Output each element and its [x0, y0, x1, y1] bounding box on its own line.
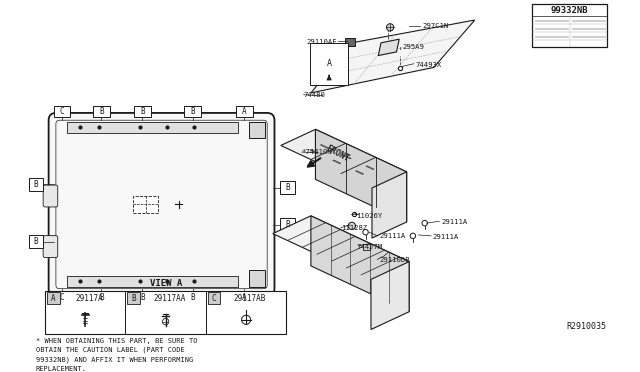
Polygon shape [366, 166, 374, 170]
Polygon shape [356, 171, 364, 174]
Text: B: B [190, 293, 195, 302]
Text: 744J7M: 744J7M [356, 244, 383, 250]
Text: A: A [242, 107, 247, 116]
Text: 295A9: 295A9 [402, 44, 424, 50]
Bar [54, 106, 70, 118]
Polygon shape [371, 262, 409, 330]
Text: B: B [285, 183, 289, 192]
Bar [93, 291, 109, 303]
Bar [47, 292, 60, 304]
Text: 74493X: 74493X [415, 62, 442, 68]
Text: B: B [99, 293, 104, 302]
Text: 11128Z: 11128Z [341, 225, 367, 231]
Bar [127, 292, 140, 304]
Bar [45, 291, 286, 334]
Bar [249, 122, 266, 138]
Circle shape [241, 315, 251, 324]
Text: A: A [51, 294, 56, 303]
Polygon shape [311, 20, 475, 93]
Bar [249, 270, 266, 287]
Bar [54, 291, 70, 303]
Circle shape [422, 220, 428, 226]
Text: A: A [326, 59, 332, 68]
Bar [29, 178, 43, 190]
Text: 29117A: 29117A [76, 294, 103, 303]
Circle shape [363, 230, 368, 235]
Text: 29117AA: 29117AA [154, 294, 186, 303]
Bar [208, 292, 220, 304]
Text: 99332NB: 99332NB [550, 6, 588, 15]
Bar [67, 276, 238, 287]
Text: C: C [60, 107, 65, 116]
Text: 297C1N: 297C1N [422, 23, 448, 29]
Polygon shape [310, 150, 318, 153]
Text: VIEW A: VIEW A [150, 279, 182, 288]
Text: B: B [285, 220, 289, 229]
Bar [133, 196, 159, 213]
Bar [236, 291, 253, 303]
Bar [346, 38, 355, 45]
Polygon shape [273, 216, 409, 279]
Text: C: C [60, 293, 65, 302]
Polygon shape [311, 216, 409, 312]
Polygon shape [343, 155, 351, 159]
Bar [236, 106, 253, 118]
Text: 29111A: 29111A [433, 234, 459, 240]
Text: A: A [242, 293, 247, 302]
Polygon shape [333, 160, 341, 164]
Text: FRONT: FRONT [324, 144, 351, 164]
Bar [184, 106, 201, 118]
Bar [93, 106, 109, 118]
Text: 29117AB: 29117AB [234, 294, 266, 303]
Bar [280, 218, 294, 231]
FancyBboxPatch shape [43, 185, 58, 207]
Text: B: B [131, 294, 136, 303]
Polygon shape [321, 145, 328, 148]
Text: C: C [212, 294, 216, 303]
Text: 29111A: 29111A [379, 233, 406, 239]
FancyBboxPatch shape [49, 113, 275, 296]
Bar [532, 4, 607, 47]
Polygon shape [372, 172, 406, 238]
Text: B: B [140, 107, 145, 116]
Polygon shape [378, 39, 399, 55]
Text: 29110DB: 29110DB [379, 257, 410, 263]
Bar [29, 235, 43, 248]
Text: * WHEN OBTAINING THIS PART, BE SURE TO
OBTAIN THE CAUTION LABEL (PART CODE
99332: * WHEN OBTAINING THIS PART, BE SURE TO O… [36, 338, 197, 372]
Text: R2910035: R2910035 [566, 323, 606, 331]
Circle shape [387, 24, 394, 31]
Text: 74480: 74480 [303, 92, 326, 98]
Polygon shape [316, 129, 406, 222]
Bar [184, 291, 201, 303]
Text: *74410N: *74410N [302, 149, 332, 155]
Bar [280, 181, 294, 194]
FancyBboxPatch shape [43, 235, 58, 257]
Text: 29111A: 29111A [441, 219, 467, 225]
Circle shape [163, 318, 169, 325]
Circle shape [348, 222, 355, 230]
Text: 29110AE: 29110AE [307, 39, 337, 45]
Bar [134, 106, 150, 118]
Text: B: B [140, 293, 145, 302]
Bar [363, 244, 370, 250]
Bar [67, 122, 238, 133]
Text: B: B [190, 107, 195, 116]
Text: B: B [33, 180, 38, 189]
Circle shape [410, 233, 415, 238]
Text: B: B [33, 237, 38, 246]
Text: 11026Y: 11026Y [356, 213, 383, 219]
Bar [134, 291, 150, 303]
Polygon shape [281, 129, 406, 188]
Text: B: B [99, 107, 104, 116]
